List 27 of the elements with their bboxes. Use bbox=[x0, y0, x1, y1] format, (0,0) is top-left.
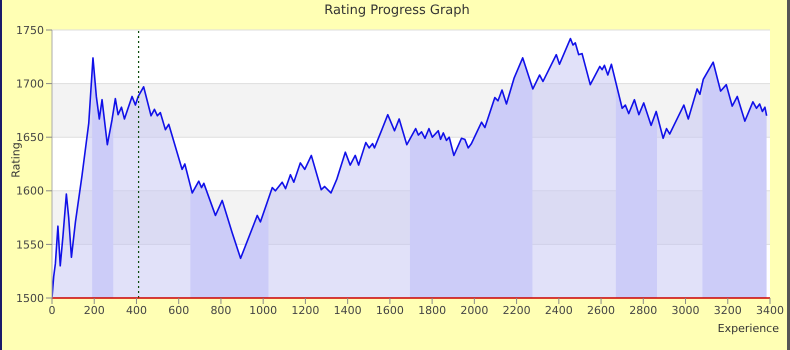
y-tick-label: 1750 bbox=[16, 24, 44, 37]
x-tick-label: 3000 bbox=[672, 304, 700, 317]
y-tick-label: 1600 bbox=[16, 184, 44, 198]
x-tick-label: 600 bbox=[168, 304, 190, 317]
x-tick-label: 2600 bbox=[587, 304, 616, 317]
x-tick-label: 1800 bbox=[418, 304, 446, 317]
x-axis-title: Experience bbox=[718, 322, 779, 335]
x-tick-label: 2000 bbox=[460, 304, 488, 317]
x-tick-label: 3400 bbox=[756, 304, 784, 317]
x-tick-label: 1400 bbox=[334, 304, 362, 317]
x-tick-label: 0 bbox=[48, 304, 56, 317]
x-tick-label: 3200 bbox=[714, 304, 742, 317]
x-tick-label: 1200 bbox=[291, 304, 320, 317]
x-tick-label: 2800 bbox=[629, 304, 658, 317]
y-tick-label: 1500 bbox=[16, 292, 44, 305]
y-tick-label: 1550 bbox=[16, 238, 44, 252]
chart-title: Rating Progress Graph bbox=[323, 3, 471, 18]
x-tick-label: 1000 bbox=[249, 304, 278, 317]
x-tick-label: 1600 bbox=[376, 304, 404, 317]
x-tick-label: 400 bbox=[126, 304, 147, 317]
x-tick-label: 800 bbox=[210, 304, 232, 317]
y-tick-label: 1700 bbox=[16, 78, 44, 91]
y-axis-title: Rating bbox=[10, 142, 22, 178]
x-tick-label: 200 bbox=[84, 304, 105, 317]
x-tick-label: 2200 bbox=[502, 304, 531, 317]
y-tick-label: 1650 bbox=[16, 131, 44, 144]
x-tick-label: 2400 bbox=[544, 304, 573, 317]
